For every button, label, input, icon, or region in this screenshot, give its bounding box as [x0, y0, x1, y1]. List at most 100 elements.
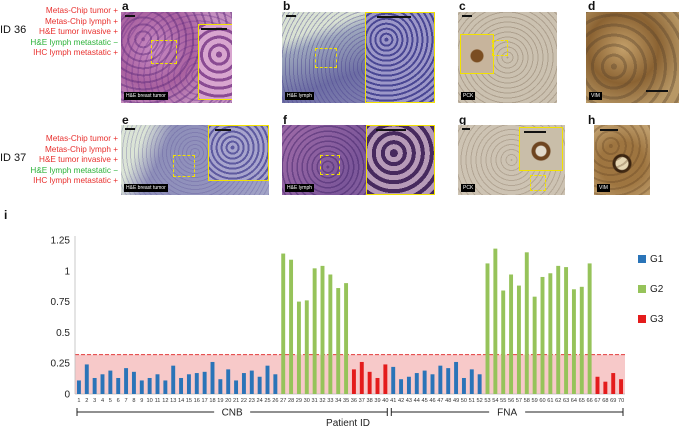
- x-tick-label: 61: [547, 398, 553, 404]
- scale-bar: [462, 128, 470, 130]
- bar: [320, 265, 325, 394]
- legend-label: G3: [650, 314, 664, 325]
- x-tick-label: 42: [398, 398, 404, 404]
- panel-label-a: a: [122, 0, 129, 13]
- zoom-region-box: [315, 48, 337, 68]
- condition-line: IHC lymph metastatic +: [33, 48, 118, 58]
- x-tick-label: 63: [563, 398, 569, 404]
- x-tick-label: 31: [312, 398, 318, 404]
- panel-c-pck-image: PCK: [458, 12, 557, 103]
- x-tick-label: 23: [249, 398, 255, 404]
- bar: [139, 380, 144, 394]
- bar: [619, 379, 624, 394]
- x-tick-label: 54: [492, 398, 498, 404]
- bar: [603, 381, 608, 394]
- x-tick-label: 49: [453, 398, 459, 404]
- bar: [391, 366, 396, 394]
- y-tick-label: 0: [64, 390, 70, 401]
- bar: [540, 276, 545, 394]
- panel-f-zoom-inset: [366, 125, 435, 195]
- bar: [611, 373, 616, 394]
- bar: [163, 380, 168, 394]
- bar: [579, 286, 584, 394]
- y-tick-label: 0.75: [51, 297, 71, 308]
- bar: [218, 379, 223, 394]
- bar: [76, 380, 81, 394]
- bar: [171, 365, 176, 394]
- scale-bar: [600, 129, 618, 131]
- bar: [556, 265, 561, 394]
- bar: [289, 259, 294, 394]
- bar: [501, 290, 506, 394]
- x-tick-label: 58: [524, 398, 530, 404]
- panel-f-he-lymph-image: H&E lymph: [282, 125, 435, 195]
- x-tick-label: 4: [101, 398, 104, 404]
- panel-g-zoom-inset: [519, 127, 563, 171]
- x-tick-label: 56: [508, 398, 514, 404]
- bar: [587, 263, 592, 394]
- x-tick-label: 9: [140, 398, 143, 404]
- x-tick-label: 69: [610, 398, 616, 404]
- bar: [210, 361, 215, 394]
- bracket-label: CNB: [222, 408, 243, 419]
- panel-e-tag: H&E breast tumor: [124, 184, 168, 192]
- x-tick-label: 18: [209, 398, 215, 404]
- x-tick-label: 20: [225, 398, 231, 404]
- row-36-conditions: Metas-Chip tumor + Metas-Chip lymph + H&…: [0, 6, 118, 59]
- panel-label-d: d: [588, 0, 596, 13]
- y-tick-label: 1.25: [51, 236, 71, 247]
- condition-line: IHC lymph metastatic +: [33, 176, 118, 186]
- x-tick-label: 7: [125, 398, 128, 404]
- x-tick-label: 50: [461, 398, 467, 404]
- bar: [399, 379, 404, 394]
- scale-bar: [125, 128, 135, 130]
- scale-bar: [462, 15, 472, 17]
- panel-label-f: f: [283, 113, 287, 127]
- legend-label: G2: [650, 284, 664, 295]
- x-tick-label: 26: [272, 398, 278, 404]
- x-tick-label: 6: [117, 398, 120, 404]
- bar: [485, 263, 490, 394]
- x-tick-label: 68: [602, 398, 608, 404]
- bar: [375, 377, 380, 394]
- x-tick-label: 45: [422, 398, 428, 404]
- bar: [383, 364, 388, 394]
- x-tick-label: 15: [186, 398, 192, 404]
- inset-scale-bar: [376, 129, 406, 131]
- x-tick-label: 43: [406, 398, 412, 404]
- bracket-label: FNA: [497, 408, 517, 419]
- bar: [186, 374, 191, 394]
- x-axis-title: Patient ID: [326, 418, 370, 429]
- bar: [281, 253, 286, 394]
- bar: [430, 374, 435, 394]
- x-tick-label: 3: [93, 398, 96, 404]
- inset-scale-bar: [524, 131, 546, 133]
- bar: [359, 361, 364, 394]
- x-tick-label: 28: [288, 398, 294, 404]
- x-tick-label: 46: [429, 398, 435, 404]
- x-tick-label: 30: [304, 398, 310, 404]
- panel-g-tag: PCK: [461, 184, 476, 192]
- x-tick-label: 10: [147, 398, 153, 404]
- x-tick-label: 27: [280, 398, 286, 404]
- x-tick-label: 13: [170, 398, 176, 404]
- panel-d-tag: VIM: [589, 92, 602, 100]
- bar: [100, 374, 105, 394]
- x-tick-label: 44: [414, 398, 420, 404]
- threshold-region: [75, 354, 625, 394]
- legend-label: G1: [650, 254, 664, 265]
- bar: [524, 252, 529, 394]
- panel-c-zoom-inset: [460, 34, 494, 74]
- panel-e-zoom-inset: [208, 125, 269, 181]
- scale-bar: [646, 90, 668, 92]
- bar: [571, 289, 576, 394]
- panel-h-vim-image: VIM: [594, 125, 650, 195]
- x-tick-label: 65: [579, 398, 585, 404]
- inset-scale-bar: [215, 129, 231, 131]
- x-tick-label: 70: [618, 398, 624, 404]
- panel-b-he-lymph-image: H&E lymph: [282, 12, 435, 103]
- bar: [461, 377, 466, 394]
- x-tick-label: 32: [319, 398, 325, 404]
- x-tick-label: 55: [500, 398, 506, 404]
- bar: [296, 301, 301, 394]
